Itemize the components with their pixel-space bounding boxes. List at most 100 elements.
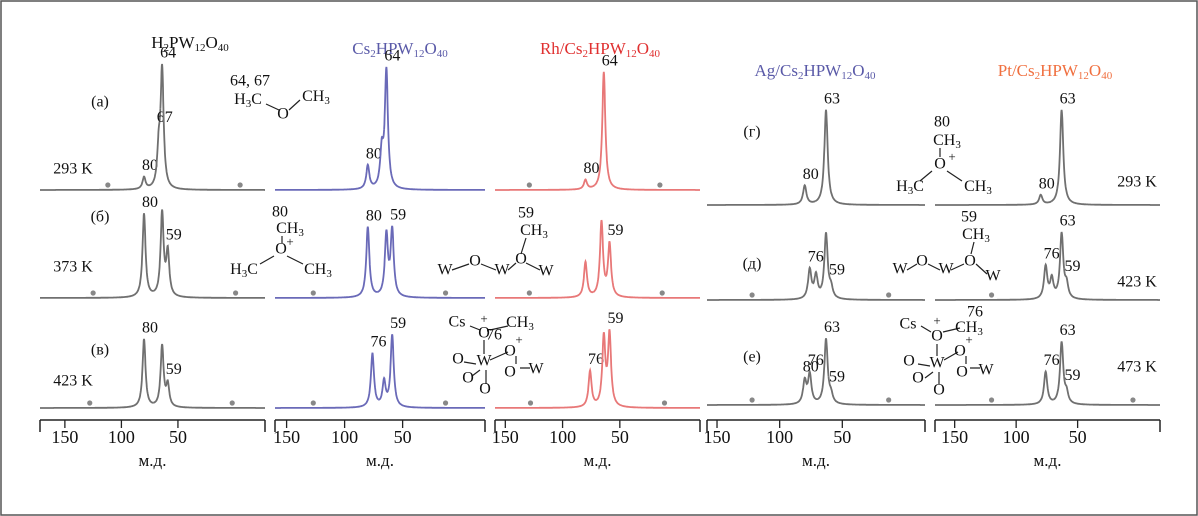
peak-label: 63 — [1060, 322, 1076, 339]
row-label: (г) — [743, 124, 760, 141]
peak-label: 59 — [608, 222, 624, 239]
spectrum-peak — [377, 376, 389, 401]
x-axis-label: м.д. — [802, 451, 830, 470]
peak-label: 59 — [390, 207, 406, 224]
temperature: 293 K — [1117, 174, 1157, 191]
structure-atom: 59 — [518, 205, 534, 222]
spectrum-peak — [1048, 273, 1058, 289]
structure-atom: 64, 67 — [230, 73, 270, 90]
structure-atom: CH3 — [933, 132, 961, 151]
structure-atom: O — [934, 156, 946, 173]
structure-atom: O — [903, 353, 915, 370]
spectrum-peak — [1053, 341, 1065, 401]
structure-atom: H3C — [234, 91, 262, 110]
structure-atom: CH3 — [506, 314, 534, 333]
spectrum-peak — [935, 193, 1052, 206]
spectrum-peak — [707, 183, 816, 206]
sideband-marker — [237, 182, 243, 188]
spectrum-peak — [827, 376, 925, 406]
spectrum-peak — [495, 178, 596, 191]
peak-label: 59 — [166, 361, 182, 378]
spectrum-peak — [275, 226, 378, 299]
sideband-marker — [310, 400, 316, 406]
structure-atom: 80 — [934, 114, 950, 131]
x-axis-label: м.д. — [584, 451, 612, 470]
spectrum-peak — [153, 343, 166, 404]
peak-label: 80 — [803, 358, 819, 375]
spectrum-peak — [1055, 231, 1065, 288]
structure-atom: W — [538, 263, 554, 280]
peak-label: 76 — [808, 248, 824, 265]
structure-atom: O — [277, 106, 289, 123]
sideband-marker — [749, 292, 755, 298]
structure-atom: O — [462, 370, 474, 387]
x-axis-label: м.д. — [1034, 451, 1062, 470]
spectrum-peak — [388, 225, 485, 299]
sideband-marker — [310, 290, 316, 296]
structure-atom: 59 — [961, 209, 977, 226]
spectrum-peak — [150, 108, 162, 185]
row-label: (а) — [91, 94, 109, 111]
structure-atom: CH3 — [520, 222, 548, 241]
x-tick-label: 50 — [1069, 427, 1087, 447]
structure-atom: O — [275, 241, 287, 258]
spectrum-peak — [1063, 268, 1160, 301]
panel-title: Pt/Cs2HPW12O40 — [998, 61, 1113, 82]
structure-atom: O — [956, 364, 968, 381]
spectrum-peak — [817, 338, 830, 400]
structure-atom: + — [286, 234, 293, 249]
sideband-marker — [90, 290, 96, 296]
sideband-marker — [526, 290, 532, 296]
structure-atom: + — [480, 311, 487, 326]
spectrum-peak — [1063, 376, 1160, 406]
structure-atom: 76 — [486, 327, 502, 344]
row-label: (в) — [91, 342, 109, 359]
structure-atom: + — [965, 332, 972, 347]
peak-label: 59 — [390, 315, 406, 332]
peak-label: 59 — [608, 310, 624, 327]
spectrum-peak — [812, 270, 822, 289]
structure-atom: CH3 — [304, 261, 332, 280]
structure-atom: O — [964, 253, 976, 270]
x-tick-label: 100 — [108, 427, 135, 447]
temperature: 423 K — [1117, 274, 1157, 291]
spectrum-peak — [605, 329, 700, 409]
panel-title: Ag/Cs2HPW12O40 — [754, 61, 876, 82]
peak-label: 76 — [1044, 352, 1060, 369]
peak-label: 67 — [157, 109, 173, 126]
peak-label: 76 — [1044, 245, 1060, 262]
sideband-marker — [886, 397, 892, 403]
structure-atom: CH3 — [302, 88, 330, 107]
spectrum-peak — [383, 66, 485, 191]
sideband-marker — [233, 290, 239, 296]
spectrum-peak — [593, 71, 700, 191]
structure-atom: W — [476, 353, 492, 370]
panel-title: Cs2HPW12O40 — [352, 39, 448, 60]
structure-bonds — [259, 99, 988, 384]
peak-label: 76 — [808, 352, 824, 369]
x-tick-label: 150 — [273, 427, 300, 447]
structure-atom: O — [504, 343, 516, 360]
spectrum-peak — [495, 366, 598, 409]
structure-atom: W — [929, 355, 945, 372]
peak-label: 80 — [142, 320, 158, 337]
structure-atom: CH3 — [955, 319, 983, 338]
structure-atom: W — [938, 261, 954, 278]
spectrum-peak — [707, 265, 814, 301]
structure-atom: Cs — [900, 316, 917, 333]
sideband-marker — [657, 182, 663, 188]
peak-label: 64 — [384, 48, 400, 65]
spectrum-peak — [806, 369, 819, 400]
structure-atom: CH3 — [276, 220, 304, 239]
peak-label: 80 — [366, 207, 382, 224]
peak-label: 80 — [142, 194, 158, 211]
sideband-marker — [1130, 397, 1136, 403]
structure-atom: O — [912, 370, 924, 387]
spectrum-peak — [275, 162, 376, 191]
spectrum-peak — [605, 241, 700, 299]
structure-atom: W — [985, 268, 1001, 285]
peak-label: 80 — [583, 160, 599, 177]
peak-label: 76 — [588, 351, 604, 368]
structure-atom: + — [948, 149, 955, 164]
peak-label: 59 — [829, 261, 845, 278]
